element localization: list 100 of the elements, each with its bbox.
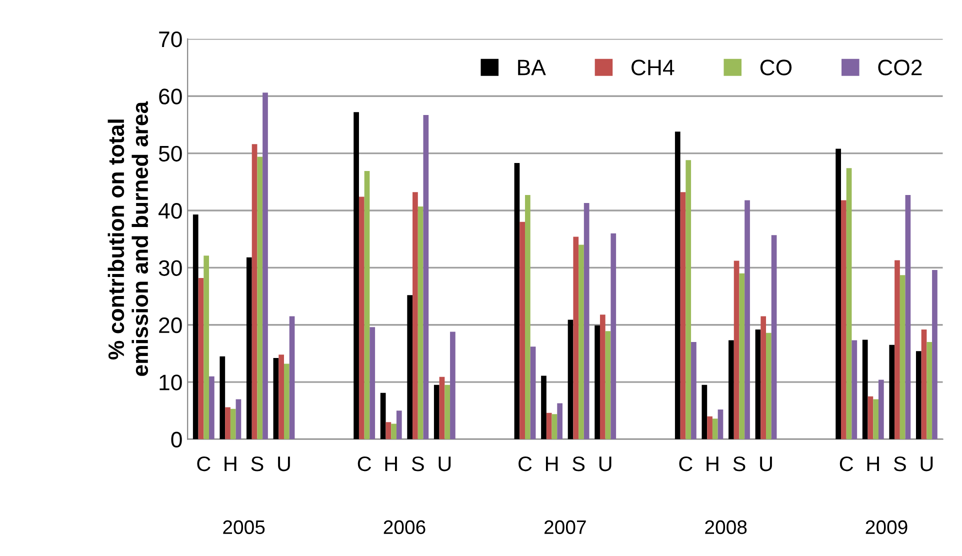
bar: [252, 144, 258, 440]
bar: [358, 196, 364, 440]
x-tick-label: H: [546, 456, 558, 472]
bar: [520, 222, 526, 440]
x-tick-label: S: [412, 456, 424, 472]
bar: [600, 314, 606, 440]
bar: [926, 342, 932, 440]
bar: [734, 260, 740, 440]
bar: [707, 416, 712, 440]
bar: [246, 257, 252, 440]
bar: [541, 376, 546, 440]
x-tick-label: C: [679, 456, 692, 472]
x-tick-label: U: [438, 456, 451, 472]
bar: [594, 325, 600, 440]
bar: [289, 316, 295, 440]
bar: [220, 356, 226, 440]
text: 2007: [544, 520, 586, 534]
bar: [257, 156, 263, 440]
bar: [552, 414, 558, 440]
x-tick-label: U: [599, 456, 612, 472]
bar: [755, 329, 761, 440]
text: 2008: [705, 520, 747, 534]
bar: [557, 403, 562, 440]
bar: [525, 195, 530, 440]
bar: [230, 408, 236, 440]
x-tick-label: U: [920, 456, 933, 472]
y-tick-label: 50: [158, 146, 182, 162]
x-tick-label: U: [760, 456, 772, 472]
bar: [766, 332, 772, 440]
bar: [691, 342, 696, 440]
legend-label: CO: [760, 60, 792, 76]
bar: [900, 275, 906, 440]
bar: [573, 236, 579, 440]
bar: [262, 92, 268, 440]
bar: [418, 206, 424, 440]
bar: [852, 340, 858, 440]
x-tick-label: S: [251, 456, 264, 472]
bar: [370, 327, 376, 440]
bar: [450, 332, 456, 440]
y-tick-label: 60: [159, 88, 182, 104]
bar: [744, 200, 750, 440]
y-tick-label: 70: [159, 31, 182, 48]
bar: [889, 344, 895, 440]
x-tick-label: C: [358, 456, 372, 472]
x-tick-label: H: [224, 456, 236, 472]
bar: [391, 424, 396, 440]
bar: [836, 148, 841, 440]
bar: [204, 256, 210, 440]
bar: [702, 384, 708, 440]
y-tick-label: 0: [171, 432, 182, 448]
bar: [546, 412, 552, 440]
x-tick-label: C: [840, 456, 854, 472]
bar: [380, 392, 386, 440]
bar: [434, 384, 440, 440]
bar: [198, 278, 204, 440]
bar: [225, 407, 230, 440]
x-tick-label: S: [572, 456, 585, 472]
x-tick-label: H: [867, 456, 879, 472]
bar: [364, 171, 370, 440]
legend-label: CH4: [632, 60, 674, 76]
bar: [686, 160, 692, 440]
bar: [605, 331, 611, 440]
bar: [610, 233, 616, 440]
bar: [718, 410, 724, 440]
bar: [873, 399, 878, 440]
bar: [284, 364, 290, 440]
bar: [771, 235, 777, 440]
bar: [439, 376, 445, 440]
bar: [407, 295, 413, 440]
bar: [423, 114, 429, 440]
bar: [894, 260, 900, 440]
bar: [760, 316, 766, 440]
bar: [396, 410, 402, 440]
bar: [868, 396, 874, 440]
x-tick-label: S: [733, 456, 746, 472]
bar: [530, 346, 536, 440]
x-tick-label: U: [278, 456, 290, 472]
bar: [192, 214, 198, 440]
bar: [568, 320, 574, 440]
bar: [578, 244, 584, 440]
bar: [841, 200, 846, 440]
x-tick-label: H: [385, 456, 397, 472]
bar: [514, 163, 520, 440]
text: 2006: [384, 520, 426, 534]
bar: [273, 358, 279, 440]
bar: [916, 351, 922, 440]
text: 2009: [866, 520, 908, 534]
x-tick-label: C: [518, 456, 532, 472]
text: 2005: [223, 520, 265, 534]
y-tick-label: 20: [159, 317, 182, 334]
bar: [209, 376, 214, 440]
bar: [412, 192, 418, 440]
bar: [862, 340, 868, 440]
x-tick-label: H: [706, 456, 718, 472]
bar: [739, 273, 745, 440]
bar: [932, 270, 938, 440]
y-tick-label: 40: [158, 203, 182, 219]
x-tick-label: C: [197, 456, 210, 472]
legend-label: BA: [518, 60, 546, 76]
bar: [921, 329, 927, 440]
